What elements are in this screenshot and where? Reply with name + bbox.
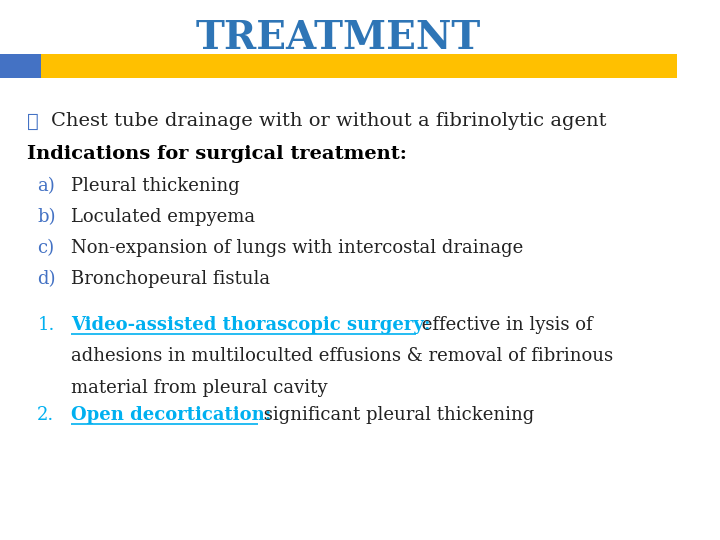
Text: Non-expansion of lungs with intercostal drainage: Non-expansion of lungs with intercostal … (71, 239, 523, 258)
Text: 2.: 2. (37, 406, 55, 424)
Text: Loculated empyema: Loculated empyema (71, 208, 255, 226)
Text: b): b) (37, 208, 55, 226)
Text: a): a) (37, 177, 55, 195)
Text: Open decortication:: Open decortication: (71, 406, 271, 424)
Text: Pleural thickening: Pleural thickening (71, 177, 240, 195)
Text: TREATMENT: TREATMENT (196, 19, 481, 57)
Text: Video-assisted thorascopic surgery:: Video-assisted thorascopic surgery: (71, 316, 431, 334)
Text: c): c) (37, 239, 55, 258)
Text: Indications for surgical treatment:: Indications for surgical treatment: (27, 145, 407, 163)
Text: effective in lysis of: effective in lysis of (416, 316, 593, 334)
Text: Chest tube drainage with or without a fibrinolytic agent: Chest tube drainage with or without a fi… (51, 112, 606, 131)
Text: d): d) (37, 270, 55, 288)
Text: ❖: ❖ (27, 112, 39, 131)
Text: adhesions in multiloculted effusions & removal of fibrinous: adhesions in multiloculted effusions & r… (71, 347, 613, 365)
Text: 1.: 1. (37, 316, 55, 334)
FancyBboxPatch shape (40, 54, 678, 78)
Text: material from pleural cavity: material from pleural cavity (71, 379, 328, 396)
Text: Bronchopeural fistula: Bronchopeural fistula (71, 270, 270, 288)
FancyBboxPatch shape (0, 54, 40, 78)
Text: significant pleural thickening: significant pleural thickening (258, 406, 534, 424)
